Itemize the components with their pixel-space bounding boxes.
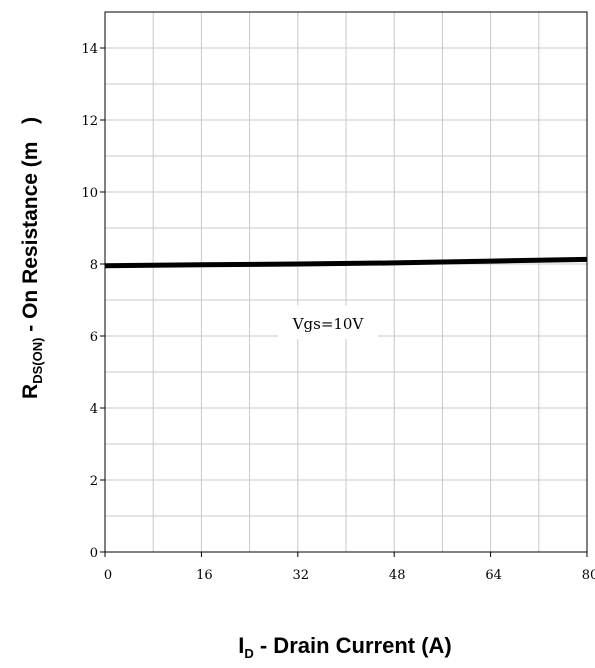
x-tick-label: 80 <box>582 568 595 583</box>
y-axis-title-main: R <box>19 384 42 399</box>
x-axis-title-sub: D <box>244 646 253 661</box>
y-tick-label: 10 <box>81 186 98 201</box>
y-axis-title-sub: DS(ON) <box>30 338 45 384</box>
y-axis-ticks: 0 2 4 6 8 10 12 14 <box>81 42 105 561</box>
plot-frame <box>104 11 588 553</box>
y-tick-label: 12 <box>81 114 98 129</box>
x-tick-label: 0 <box>104 568 112 583</box>
grid <box>104 11 588 553</box>
y-tick-label: 8 <box>90 258 98 273</box>
x-axis-ticks: 0 16 32 48 64 80 <box>104 552 595 583</box>
y-tick-label: 14 <box>81 42 98 57</box>
x-tick-label: 16 <box>196 568 213 583</box>
x-axis-title: ID - Drain Current (A) <box>238 633 452 661</box>
x-tick-label: 48 <box>389 568 406 583</box>
x-axis-title-rest: - Drain Current (A) <box>254 633 452 658</box>
x-axis-title-main: I <box>238 633 244 658</box>
y-axis-title: RDS(ON) - On Resistance (m ) <box>19 117 45 399</box>
annotation-background <box>278 305 378 340</box>
series-line <box>104 256 588 269</box>
annotation-layer: Vgs=10V <box>278 305 378 340</box>
x-tick-label: 32 <box>293 568 310 583</box>
y-axis-title-rest: - On Resistance (m ) <box>19 117 42 338</box>
x-tick-label: 64 <box>485 568 502 583</box>
annotation-label: Vgs=10V <box>292 315 365 333</box>
y-tick-label: 4 <box>90 402 98 417</box>
series-layer <box>104 256 588 269</box>
y-tick-label: 2 <box>90 474 98 489</box>
y-tick-label: 6 <box>90 330 98 345</box>
y-tick-label: 0 <box>90 546 98 561</box>
